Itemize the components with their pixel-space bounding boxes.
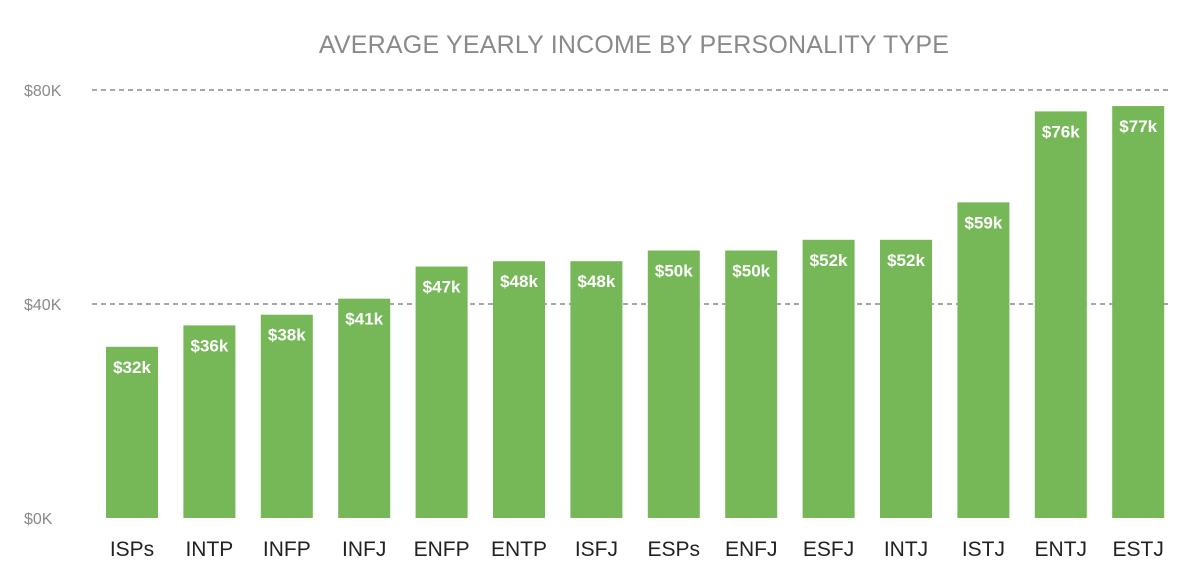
bar-value-label: $48k [500,272,538,291]
bar-value-label: $76k [1042,122,1080,141]
x-tick-label: ISFJ [575,538,618,561]
bar [802,239,855,519]
x-tick-label: INFJ [342,538,386,561]
x-tick-label: ENFJ [725,538,778,561]
x-tick-label: ENTP [491,538,547,561]
bar [1112,106,1165,519]
bar-value-label: $41k [345,310,383,329]
y-tick-label: $0K [24,511,53,528]
bar [725,250,778,518]
x-tick-label: INTP [185,538,233,561]
bar-value-label: $50k [655,262,693,281]
bar [957,202,1010,518]
bar [570,261,623,518]
bar-value-labels: $32k $36k $38k $41k $47k $48k $48k $50k $50k $52k… [113,117,1158,377]
bar-value-label: $48k [577,272,615,291]
bar [338,298,391,518]
bar [183,325,236,518]
x-tick-label: INFP [263,538,311,561]
bar [493,261,545,518]
x-tick-label: ISPs [110,538,154,561]
x-tick-label: INTJ [884,538,928,561]
x-axis-ticks: ISPs INTP INFP INFJ ENFP ENTP ISFJ ESPs ENFJ ESFJ… [110,538,1164,561]
bar-value-label: $52k [810,251,848,270]
x-tick-label: ENFP [414,538,470,561]
bar [647,250,700,518]
y-axis-ticks: $0K $40K $80K [24,83,62,528]
bar-value-label: $47k [423,278,461,297]
y-tick-label: $40K [24,297,62,314]
x-tick-label: ESFJ [803,538,854,561]
bar-value-label: $50k [732,262,770,281]
bar-value-label: $59k [964,213,1002,232]
bar-value-label: $32k [113,358,151,377]
y-tick-label: $80K [24,83,62,100]
x-tick-label: ESPs [648,538,701,561]
chart-title: AVERAGE YEARLY INCOME BY PERSONALITY TYP… [319,31,949,59]
bar-value-label: $77k [1119,117,1157,136]
bar [415,266,468,518]
x-tick-label: ISTJ [962,538,1005,561]
bar-value-label: $52k [887,251,925,270]
bar-value-label: $38k [268,326,306,345]
x-tick-label: ENTJ [1035,538,1088,561]
bar [260,314,313,518]
bars [106,106,1165,519]
bar [106,346,158,518]
bar-value-label: $36k [190,336,228,355]
bar [1034,111,1087,519]
bar [880,239,932,519]
x-tick-label: ESTJ [1113,538,1164,561]
